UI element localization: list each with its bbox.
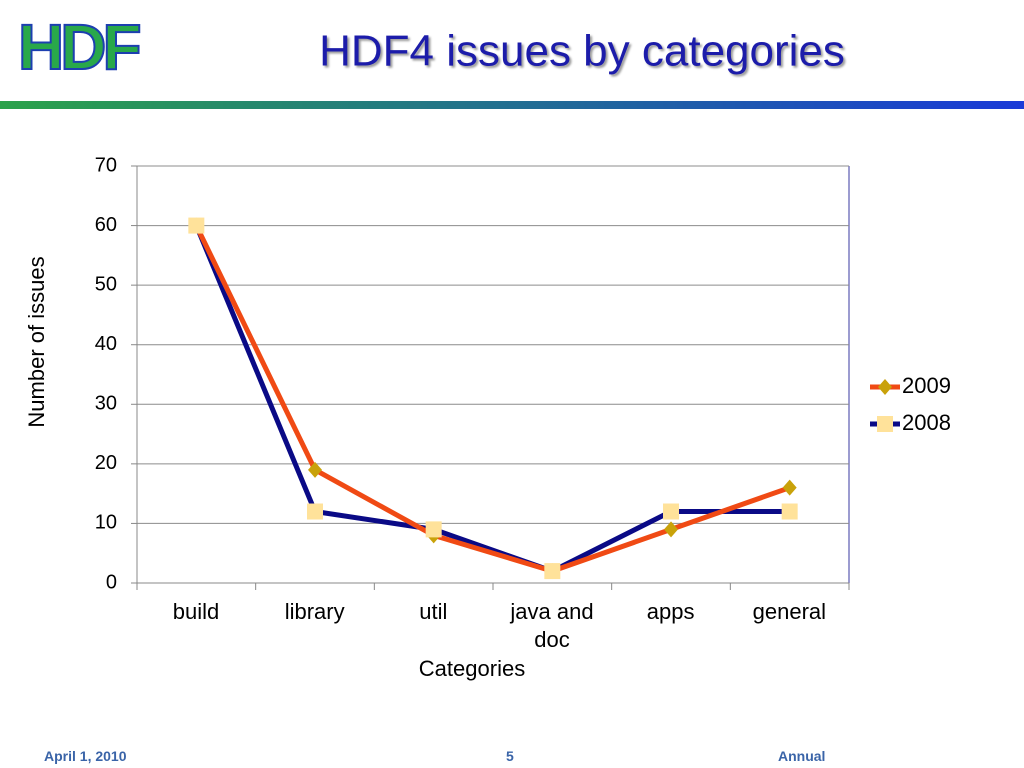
x-tick-label: java and doc — [510, 599, 594, 652]
data-point — [307, 503, 323, 520]
chart-title: HDF4 issues by categories — [319, 27, 845, 76]
y-tick-label: 0 — [106, 571, 117, 593]
x-tick-label: util — [419, 599, 448, 624]
y-tick-label: 50 — [95, 273, 117, 295]
data-point — [782, 479, 797, 496]
y-tick-label: 40 — [95, 333, 117, 355]
x-axis-title: Categories — [419, 656, 525, 681]
data-point — [664, 521, 678, 538]
y-tick-label: 60 — [95, 214, 117, 236]
data-point — [544, 563, 561, 580]
series-line — [194, 224, 791, 574]
y-tick-label: 10 — [95, 512, 117, 534]
y-tick-label: 20 — [95, 452, 117, 474]
header-rule — [0, 101, 1024, 109]
x-tick-label: build — [172, 599, 220, 624]
x-tick-label: library — [284, 599, 345, 624]
y-axis-title: Number of issues — [24, 256, 49, 427]
legend-label: 2008 — [902, 410, 951, 435]
series-line — [194, 224, 790, 574]
footer-date: April 1, 2010 — [44, 748, 127, 764]
data-point — [308, 461, 322, 478]
x-tick-label: general — [752, 599, 827, 624]
y-tick-label: 30 — [95, 393, 117, 415]
data-point — [663, 503, 679, 520]
legend-marker — [878, 379, 892, 395]
data-point — [188, 217, 205, 234]
legend-label: 2009 — [902, 373, 951, 398]
data-point — [781, 503, 798, 520]
data-point — [425, 521, 442, 538]
footer-event: Annual — [778, 748, 826, 764]
x-tick-label: apps — [646, 599, 695, 624]
y-tick-label: 70 — [95, 154, 117, 176]
footer-page: 5 — [506, 748, 514, 764]
logo: HDF — [18, 11, 139, 83]
legend-marker — [877, 416, 893, 432]
